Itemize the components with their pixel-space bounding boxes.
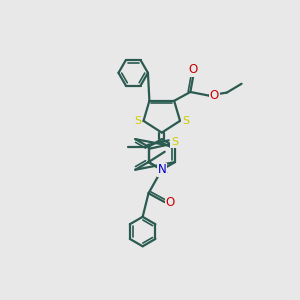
Text: S: S [135,116,142,126]
Text: O: O [210,89,219,102]
Text: O: O [189,63,198,76]
Text: S: S [182,116,189,126]
Text: N: N [158,163,167,176]
Text: S: S [171,137,178,147]
Text: O: O [165,196,175,208]
